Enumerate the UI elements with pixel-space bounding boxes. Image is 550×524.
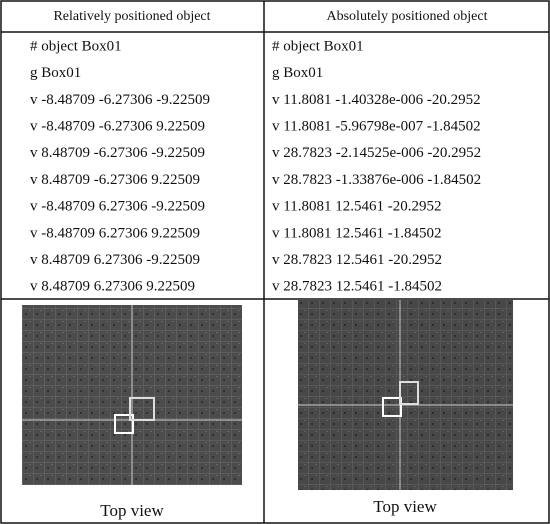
table-cell: v -8.48709 6.27306 9.22509 [30, 225, 200, 241]
table-cell: v 28.7823 -2.14525e-006 -20.2952 [272, 145, 481, 161]
table-cell: v 28.7823 -1.33876e-006 -1.84502 [272, 172, 481, 188]
table-cell: v 8.48709 -6.27306 -9.22509 [30, 145, 205, 161]
table-cell: # object Box01 [30, 38, 122, 54]
table-cell: # object Box01 [272, 38, 364, 54]
table-cell: v 11.8081 -1.40328e-006 -20.2952 [272, 92, 481, 108]
table-cell: v 11.8081 12.5461 -1.84502 [272, 225, 441, 241]
table-cell: g Box01 [272, 65, 323, 81]
table-cell: v 11.8081 -5.96798e-007 -1.84502 [272, 119, 481, 135]
top-view-image [22, 305, 242, 485]
table-cell: g Box01 [30, 65, 81, 81]
table-cell: v -8.48709 -6.27306 9.22509 [30, 119, 205, 135]
table-figure: Relatively positioned object Absolutely p… [0, 0, 550, 524]
top-view-image [298, 300, 513, 490]
table-cell: v 8.48709 6.27306 -9.22509 [30, 252, 200, 268]
table-cell: v 28.7823 12.5461 -20.2952 [272, 252, 442, 268]
column-header: Relatively positioned object [53, 9, 210, 24]
table-cell: v 11.8081 12.5461 -20.2952 [272, 199, 441, 215]
table-cell: v -8.48709 -6.27306 -9.22509 [30, 92, 210, 108]
image-caption: Top view [373, 497, 437, 516]
table-cell: v 8.48709 6.27306 9.22509 [30, 279, 195, 295]
image-caption: Top view [100, 501, 164, 520]
table-cell: v -8.48709 6.27306 -9.22509 [30, 199, 205, 215]
column-header: Absolutely positioned object [327, 9, 488, 24]
table-cell: v 28.7823 12.5461 -1.84502 [272, 279, 442, 295]
table-cell: v 8.48709 -6.27306 9.22509 [30, 172, 200, 188]
